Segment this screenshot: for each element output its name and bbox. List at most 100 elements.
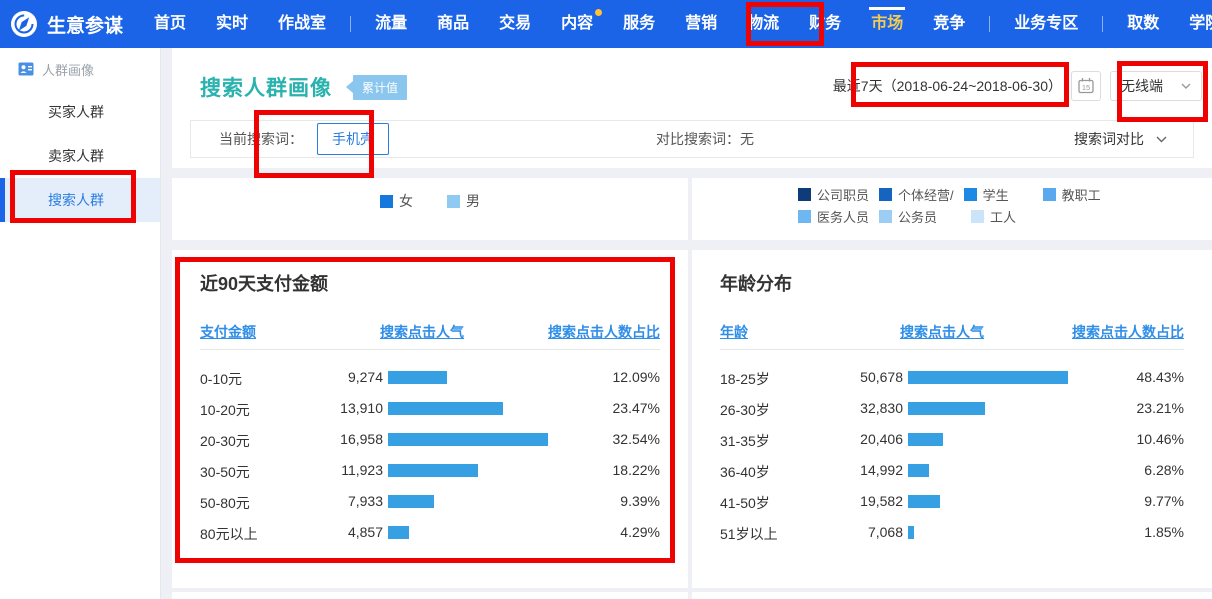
legend-label: 学生 [982, 187, 1009, 203]
legend-swatch-icon [1042, 187, 1056, 201]
legend-swatch-icon [798, 209, 811, 223]
calendar-button[interactable]: 15 [1071, 71, 1101, 101]
nav-item-市场[interactable]: 市场 [856, 0, 918, 48]
page-header-card: 搜索人群画像 累计值 最近7天（2018-06-24~2018-06-30） 1… [172, 48, 1212, 168]
legend-item[interactable]: 学生 [963, 185, 1009, 204]
table-row: 36-40岁 14,992 6.28% [720, 455, 1184, 486]
legend-label: 公务员 [898, 209, 938, 225]
legend-swatch-icon [879, 209, 893, 223]
column-header[interactable]: 搜索点击人数占比 [548, 324, 660, 340]
table-rows: 18-25岁 50,678 48.43% 26-30岁 32,830 23.21… [720, 362, 1184, 548]
row-value: 32,830 [860, 400, 903, 416]
legend-item[interactable]: 公司职员 [798, 185, 869, 204]
row-value: 7,068 [867, 524, 903, 540]
nav-item-学院[interactable]: 学院 [1174, 0, 1212, 48]
next-card-partial [172, 592, 688, 599]
sidebar-item-买家人群[interactable]: 买家人群 [48, 104, 104, 120]
chevron-down-icon [1181, 83, 1191, 89]
legend-item[interactable]: 公务员 [879, 207, 937, 226]
compare-terms-dropdown[interactable]: 搜索词对比 [1074, 129, 1167, 149]
compare-term-label: 对比搜索词：无 [656, 131, 754, 147]
nav-item-作战室[interactable]: 作战室 [263, 0, 341, 48]
table-row: 0-10元 9,274 12.09% [200, 362, 660, 393]
row-label: 41-50岁 [720, 495, 770, 511]
row-percent: 6.28% [1144, 462, 1184, 478]
legend-item[interactable]: 工人 [971, 207, 1016, 226]
legend-item[interactable]: 个体经营/ [879, 185, 954, 204]
nav-item-财务[interactable]: 财务 [794, 0, 856, 48]
current-term-label: 当前搜索词： [219, 131, 303, 147]
nav-item-交易[interactable]: 交易 [484, 0, 546, 48]
nav-item-label: 作战室 [278, 15, 327, 32]
nav-item-实时[interactable]: 实时 [201, 0, 263, 48]
column-header[interactable]: 搜索点击人数占比 [1072, 324, 1184, 340]
row-percent: 18.22% [612, 462, 660, 478]
current-term-button[interactable]: 手机壳 [317, 123, 389, 155]
nav-item-取数[interactable]: 取数 [1112, 0, 1174, 48]
row-bar [388, 433, 548, 446]
row-label: 20-30元 [200, 433, 250, 449]
column-header[interactable]: 支付金额 [200, 324, 256, 340]
nav-divider [1102, 16, 1104, 32]
occupation-chart-legend-card: 公司职员 个体经营/ 学生 教职工 医务人员 公务员 工人 [692, 178, 1212, 240]
row-percent: 9.39% [620, 493, 660, 509]
row-label: 0-10元 [200, 371, 243, 387]
terminal-select[interactable]: 无线端 [1110, 71, 1202, 101]
legend-item[interactable]: 女 [380, 191, 413, 211]
nav-item-服务[interactable]: 服务 [608, 0, 670, 48]
row-label: 51岁以上 [720, 526, 778, 542]
nav-item-竞争[interactable]: 竞争 [918, 0, 980, 48]
portrait-icon [18, 62, 34, 76]
date-range-picker[interactable]: 最近7天（2018-06-24~2018-06-30） [832, 78, 1062, 94]
row-percent: 32.54% [612, 431, 660, 447]
compare-terms-label: 搜索词对比 [1074, 131, 1144, 147]
nav-divider [350, 16, 352, 32]
row-label: 50-80元 [200, 495, 250, 511]
row-value: 4,857 [347, 524, 383, 540]
nav-item-首页[interactable]: 首页 [139, 0, 201, 48]
sidebar: 人群画像 买家人群卖家人群搜索人群 [0, 48, 161, 599]
nav-item-商品[interactable]: 商品 [422, 0, 484, 48]
page-title: 搜索人群画像 [200, 77, 332, 100]
row-bar [388, 495, 434, 508]
badge-arrow-icon [340, 81, 353, 93]
nav-item-营销[interactable]: 营销 [670, 0, 732, 48]
sidebar-section-label: 人群画像 [42, 62, 95, 78]
nav-item-内容[interactable]: 内容 [546, 0, 608, 48]
column-header[interactable]: 年龄 [720, 324, 748, 340]
legend-swatch-icon [798, 187, 811, 201]
nav-item-物流[interactable]: 物流 [732, 0, 794, 48]
nav-item-label: 流量 [375, 15, 408, 32]
row-percent: 4.29% [620, 524, 660, 540]
nav-item-label: 实时 [216, 15, 249, 32]
legend-label: 女 [399, 193, 413, 209]
row-bar [908, 526, 914, 539]
sidebar-item-卖家人群[interactable]: 卖家人群 [48, 148, 104, 164]
table-header: 支付金额 搜索点击人气 搜索点击人数占比 [200, 322, 660, 350]
row-value: 9,274 [347, 369, 383, 385]
table-row: 26-30岁 32,830 23.21% [720, 393, 1184, 424]
legend-swatch-icon [879, 187, 893, 201]
sidebar-section-crowd-portrait[interactable]: 人群画像 [0, 48, 160, 90]
row-bar [908, 402, 985, 415]
row-percent: 23.21% [1136, 400, 1184, 416]
legend-item[interactable]: 教职工 [1042, 185, 1101, 204]
legend-item[interactable]: 男 [447, 191, 480, 211]
legend-item[interactable]: 医务人员 [798, 207, 869, 226]
row-label: 26-30岁 [720, 402, 770, 418]
occupation-legend-row: 公司职员 个体经营/ 学生 教职工 [798, 183, 1101, 205]
row-bar [388, 402, 503, 415]
sidebar-item-搜索人群[interactable]: 搜索人群 [0, 178, 160, 222]
row-percent: 48.43% [1136, 369, 1184, 385]
column-header[interactable]: 搜索点击人气 [380, 324, 464, 340]
row-value: 19,582 [860, 493, 903, 509]
row-value: 14,992 [860, 462, 903, 478]
column-header[interactable]: 搜索点击人气 [900, 324, 984, 340]
nav-item-流量[interactable]: 流量 [360, 0, 422, 48]
row-bar [908, 495, 940, 508]
nav-item-业务专区[interactable]: 业务专区 [999, 0, 1093, 48]
nav-divider [989, 16, 991, 32]
nav-item-label: 服务 [623, 15, 656, 32]
brand[interactable]: 生意参谋 [0, 10, 139, 38]
row-bar [908, 433, 943, 446]
